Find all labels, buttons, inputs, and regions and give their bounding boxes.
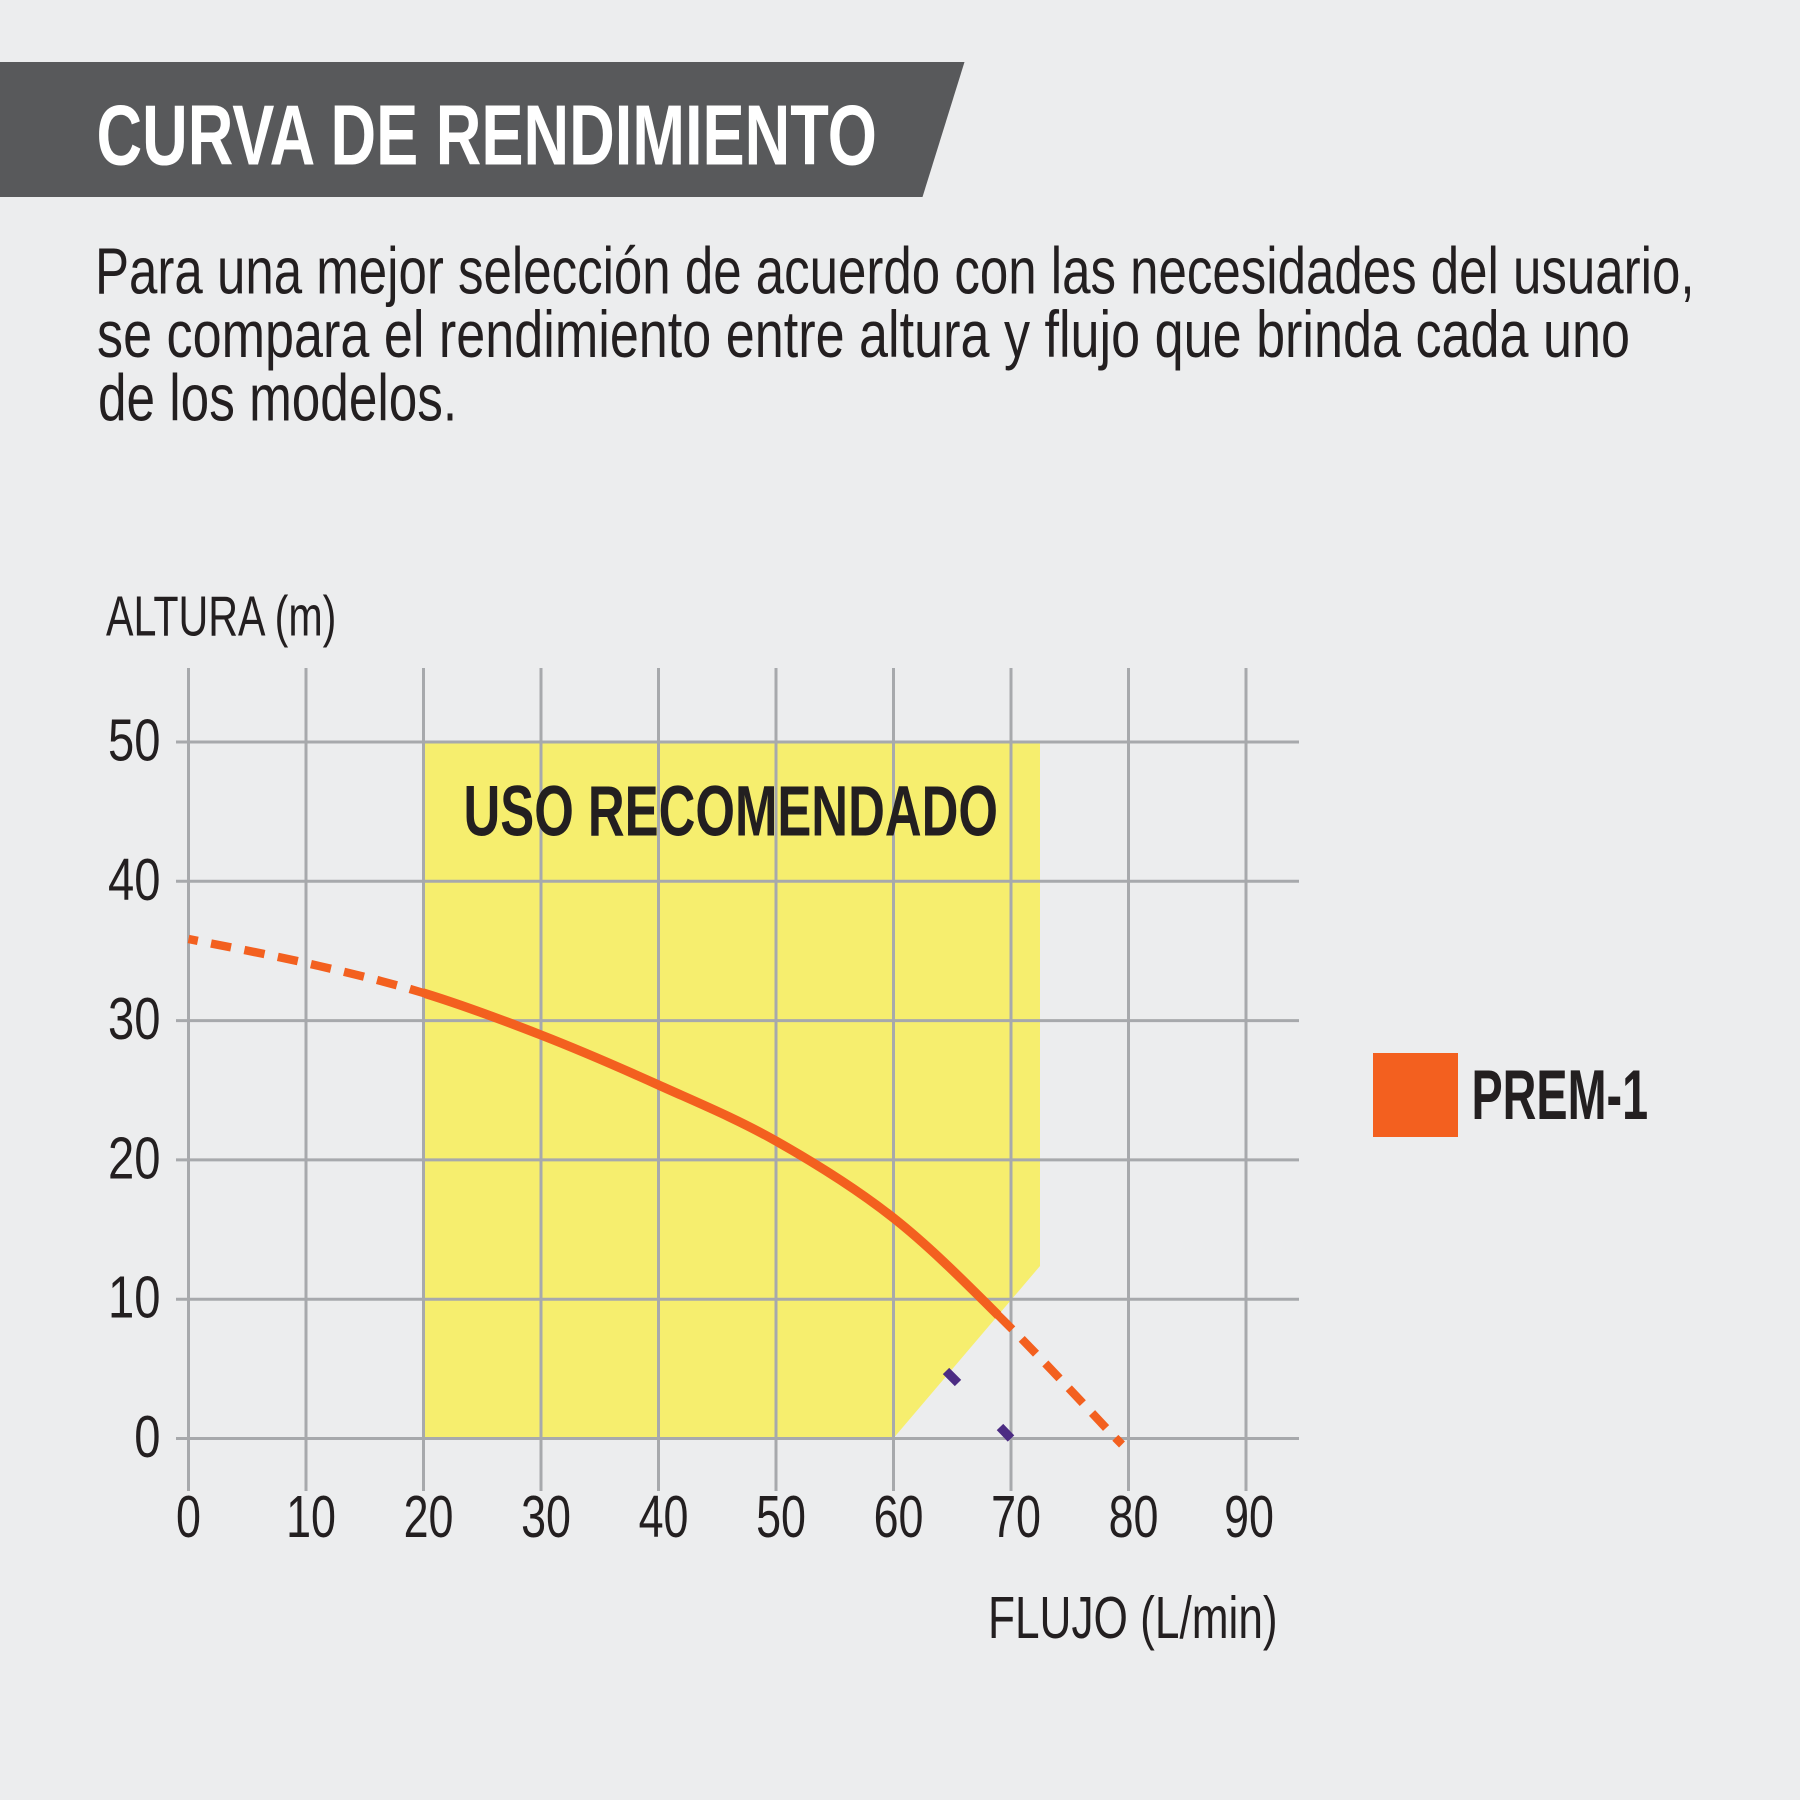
svg-text:se compara el rendimiento entr: se compara el rendimiento entre altura y… bbox=[97, 297, 1630, 371]
svg-text:CURVA DE RENDIMIENTO: CURVA DE RENDIMIENTO bbox=[97, 87, 877, 183]
svg-text:20: 20 bbox=[108, 1126, 160, 1191]
svg-text:10: 10 bbox=[286, 1485, 336, 1550]
svg-text:de los modelos.: de los modelos. bbox=[98, 363, 457, 435]
svg-text:0: 0 bbox=[134, 1405, 160, 1470]
svg-text:USO RECOMENDADO: USO RECOMENDADO bbox=[464, 772, 998, 851]
svg-text:20: 20 bbox=[404, 1485, 454, 1550]
svg-text:ALTURA (m): ALTURA (m) bbox=[106, 584, 336, 648]
svg-text:70: 70 bbox=[991, 1485, 1041, 1550]
svg-text:90: 90 bbox=[1224, 1485, 1274, 1550]
svg-text:30: 30 bbox=[521, 1485, 571, 1550]
svg-text:60: 60 bbox=[874, 1485, 924, 1550]
svg-text:0: 0 bbox=[176, 1485, 201, 1550]
svg-text:50: 50 bbox=[756, 1485, 806, 1550]
svg-text:FLUJO (L/min): FLUJO (L/min) bbox=[988, 1586, 1278, 1652]
svg-text:PREM-1: PREM-1 bbox=[1472, 1055, 1649, 1134]
svg-text:40: 40 bbox=[639, 1485, 689, 1550]
svg-text:40: 40 bbox=[108, 848, 160, 913]
svg-text:80: 80 bbox=[1109, 1485, 1159, 1550]
svg-text:10: 10 bbox=[108, 1266, 160, 1331]
svg-text:Para una mejor selección de ac: Para una mejor selección de acuerdo con … bbox=[95, 235, 1695, 308]
svg-text:50: 50 bbox=[108, 709, 160, 774]
svg-text:30: 30 bbox=[108, 987, 160, 1052]
